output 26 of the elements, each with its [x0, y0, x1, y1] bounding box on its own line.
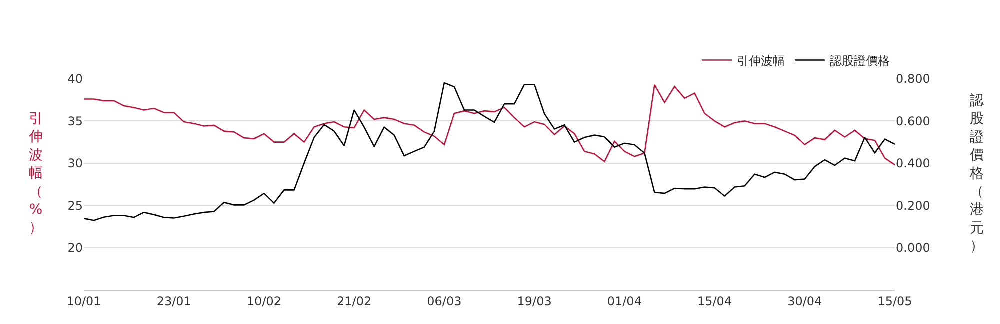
- y2-tick-label: 0.200: [896, 198, 930, 213]
- legend-label: 引伸波幅: [737, 54, 785, 68]
- x-tick-label: 06/03: [427, 294, 462, 308]
- text: 認股證價格（港元）: [970, 93, 984, 255]
- x-tick-label: 19/03: [517, 294, 552, 308]
- y-tick-label: 25: [68, 198, 83, 213]
- x-tick-label: 01/04: [607, 294, 642, 308]
- y2-tick-label: 0.600: [896, 114, 930, 128]
- x-tick-label: 15/04: [697, 294, 732, 308]
- y2-tick-label: 0.800: [896, 72, 930, 86]
- y-tick-label: 40: [68, 72, 83, 86]
- x-tick-label: 10/02: [246, 294, 282, 308]
- y2-tick-label: 0.400: [896, 156, 930, 171]
- x-tick-label: 10/01: [66, 294, 102, 308]
- y2-tick-label: 0.000: [896, 241, 930, 255]
- x-tick-label: 23/01: [156, 294, 192, 308]
- line-series: [84, 82, 895, 222]
- y-tick-label: 30: [68, 156, 83, 171]
- y-axis-title: 引伸波幅（%）: [28, 111, 43, 236]
- legend-label: 認股證價格: [830, 54, 890, 68]
- x-tick-label: 15/05: [878, 294, 912, 308]
- x-tick-label: 21/02: [337, 294, 372, 308]
- x-tick-label: 30/04: [788, 294, 822, 308]
- y-tick-label: 35: [68, 114, 83, 128]
- y-tick-label: 20: [68, 241, 83, 255]
- line-series: [84, 84, 895, 166]
